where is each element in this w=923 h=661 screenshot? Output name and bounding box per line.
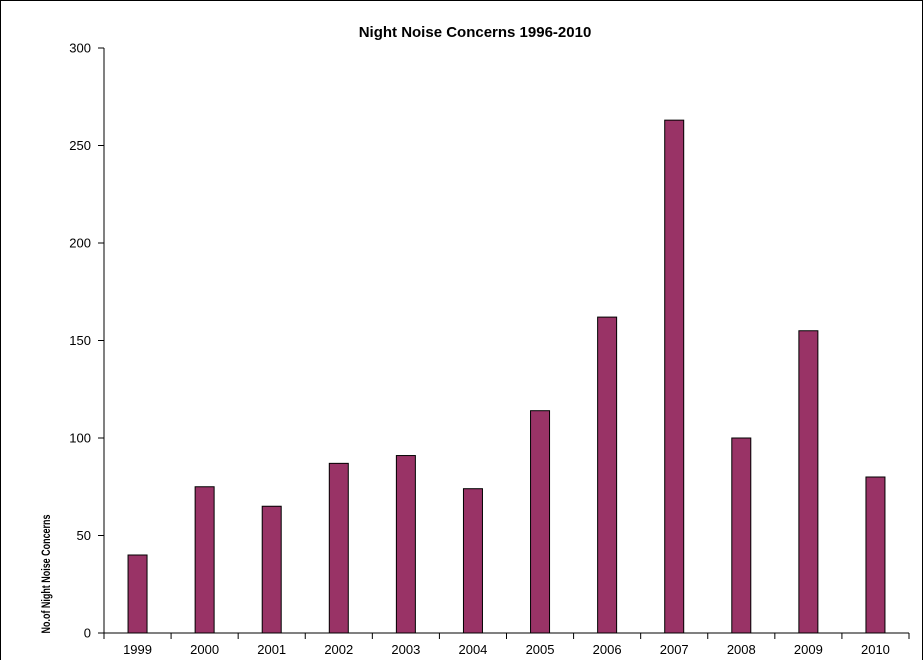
x-tick-label: 1999 [123,642,152,657]
x-tick-label: 2010 [861,642,890,657]
x-tick-label: 2007 [660,642,689,657]
bar-2003 [395,455,416,634]
bar-2008 [731,437,752,634]
y-tick-label: 50 [77,528,91,543]
y-tick-label: 100 [69,431,91,446]
bar-2001 [261,505,282,634]
x-tick-label: 2004 [458,642,487,657]
bar-2005 [530,410,551,634]
y-tick-label: 200 [69,236,91,251]
x-tick-label: 2000 [190,642,219,657]
bar-2010 [865,476,886,634]
y-tick-label: 0 [84,626,91,641]
x-tick-label: 2002 [324,642,353,657]
bar-2000 [194,486,215,634]
x-tick-label: 2003 [391,642,420,657]
x-tick-label: 2008 [727,642,756,657]
x-tick-label: 2006 [593,642,622,657]
chart-title: Night Noise Concerns 1996-2010 [359,24,592,41]
bar-2004 [462,488,483,634]
y-tick-label: 250 [69,138,91,153]
x-tick-label: 2001 [257,642,286,657]
x-tick-label: 2005 [526,642,555,657]
bar-2009 [798,330,819,634]
y-axis-label: No.of Night Noise Concerns [41,514,53,633]
bar-2006 [597,316,618,634]
plot-area: 0 50 100 150 200 250 300 1999 2000 2001 2002 2003 20… [69,41,910,657]
bar-2007 [664,119,685,634]
y-tick-label: 150 [69,333,91,348]
bar-1999 [127,554,148,634]
y-tick-label: 300 [69,41,91,56]
bar-2002 [328,462,349,634]
x-tick-label: 2009 [794,642,823,657]
